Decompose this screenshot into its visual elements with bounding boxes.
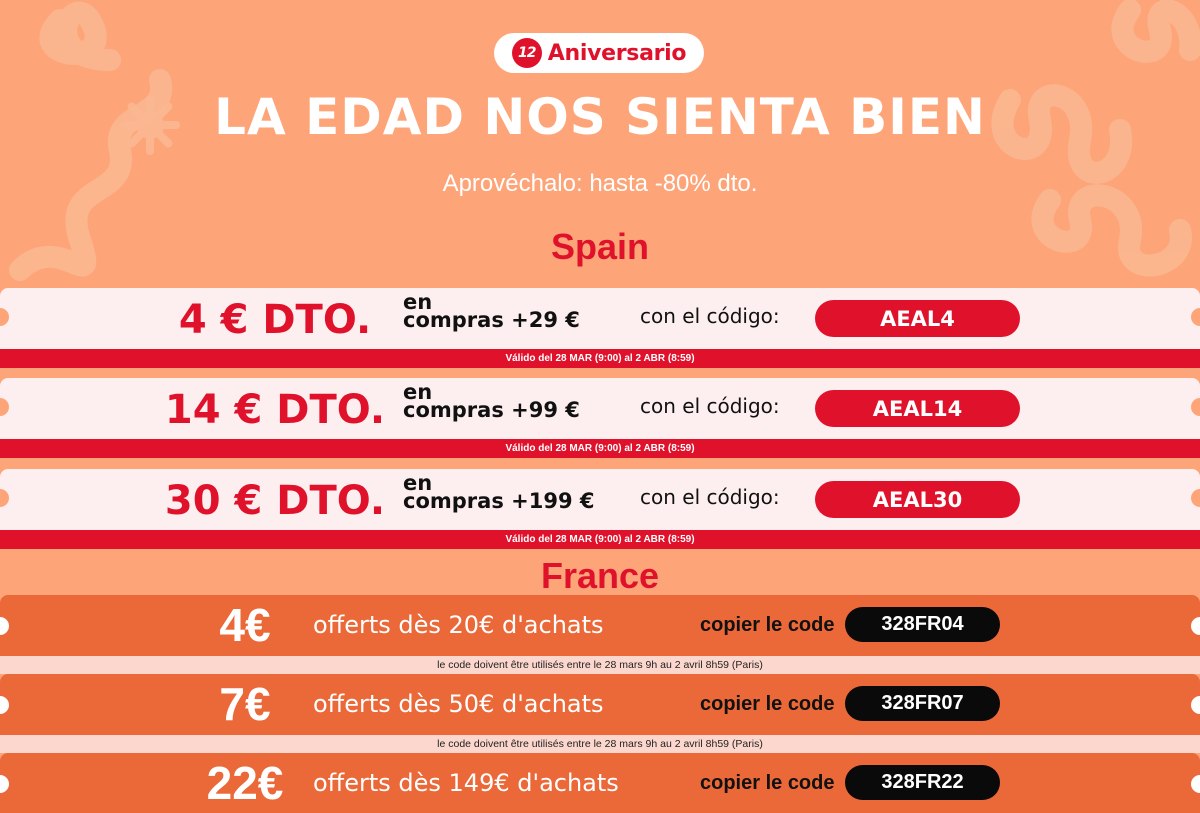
code-label: con el código: <box>640 304 780 328</box>
purchase-condition: offerts dès 149€ d'achats <box>313 769 619 797</box>
condition-prefix: en <box>403 290 433 314</box>
coupon-body <box>0 595 1200 656</box>
ticket-notch <box>1191 775 1200 793</box>
purchase-condition: offerts dès 20€ d'achats <box>313 611 604 639</box>
ticket-notch <box>1191 696 1200 714</box>
coupon-body <box>0 674 1200 735</box>
spain-coupon-2: 14 € DTO. en compras +99 € con el código… <box>0 378 1200 458</box>
purchase-condition: offerts dès 50€ d'achats <box>313 690 604 718</box>
coupon-code-button[interactable]: 328FR07 <box>845 686 1000 721</box>
coupon-body <box>0 753 1200 813</box>
ticket-notch <box>0 308 9 326</box>
ticket-notch <box>0 696 9 714</box>
ticket-notch <box>0 617 9 635</box>
code-label: con el código: <box>640 394 780 418</box>
condition-prefix: en <box>403 471 433 495</box>
badge-text: Aniversario <box>547 40 687 66</box>
anniversary-badge: 12 Aniversario <box>494 33 704 73</box>
spain-section-title: Spain <box>550 226 649 267</box>
purchase-condition: en compras +29 € <box>403 290 580 332</box>
code-label: copier le code <box>700 614 835 636</box>
france-section-title: France <box>540 555 660 596</box>
spain-coupon-3: 30 € DTO. en compras +199 € con el códig… <box>0 469 1200 549</box>
ticket-notch <box>1191 617 1200 635</box>
ticket-notch <box>1191 489 1200 507</box>
page-headline: LA EDAD NOS SIENTA BIEN <box>214 88 986 146</box>
condition-prefix: en <box>403 380 433 404</box>
condition-minimum: compras +199 € <box>403 489 595 513</box>
discount-amount: 4 € DTO. <box>178 297 372 343</box>
code-label: copier le code <box>700 772 835 794</box>
condition-minimum: compras +99 € <box>403 398 580 422</box>
condition-minimum: compras +29 € <box>403 308 580 332</box>
spain-coupon-1: 4 € DTO. en compras +29 € con el código:… <box>0 288 1200 368</box>
coupon-code-button[interactable]: AEAL14 <box>815 390 1020 427</box>
coupon-code-button[interactable]: 328FR22 <box>845 765 1000 800</box>
purchase-condition: en compras +199 € <box>403 471 595 513</box>
discount-amount: 4€ <box>219 599 271 651</box>
discount-amount: 22€ <box>206 757 284 809</box>
ticket-notch <box>0 775 9 793</box>
france-coupon-1: 4€ offerts dès 20€ d'achats copier le co… <box>0 595 1200 674</box>
anniversary-logo-icon: 12 <box>511 38 542 68</box>
coupon-code-button[interactable]: AEAL4 <box>815 300 1020 337</box>
discount-amount: 14 € DTO. <box>164 387 386 433</box>
page-subhead: Aprovéchalo: hasta -80% dto. <box>442 170 758 197</box>
coupon-code-button[interactable]: 328FR04 <box>845 607 1000 642</box>
validity-text: Válido del 28 MAR (9:00) al 2 ABR (8:59) <box>0 530 1200 549</box>
coupon-code-button[interactable]: AEAL30 <box>815 481 1020 518</box>
validity-text: le code doivent être utilisés entre le 2… <box>0 735 1200 753</box>
validity-text: le code doivent être utilisés entre le 2… <box>0 656 1200 674</box>
ticket-notch <box>1191 308 1200 326</box>
ticket-notch <box>0 398 9 416</box>
ticket-notch <box>1191 398 1200 416</box>
discount-amount: 7€ <box>219 678 271 730</box>
code-label: copier le code <box>700 693 835 715</box>
code-label: con el código: <box>640 485 780 509</box>
validity-text: Válido del 28 MAR (9:00) al 2 ABR (8:59) <box>0 439 1200 458</box>
france-coupon-3: 22€ offerts dès 149€ d'achats copier le … <box>0 753 1200 813</box>
ticket-notch <box>0 489 9 507</box>
discount-amount: 30 € DTO. <box>164 478 386 524</box>
france-coupon-2: 7€ offerts dès 50€ d'achats copier le co… <box>0 674 1200 753</box>
purchase-condition: en compras +99 € <box>403 380 580 422</box>
validity-text: Válido del 28 MAR (9:00) al 2 ABR (8:59) <box>0 349 1200 368</box>
